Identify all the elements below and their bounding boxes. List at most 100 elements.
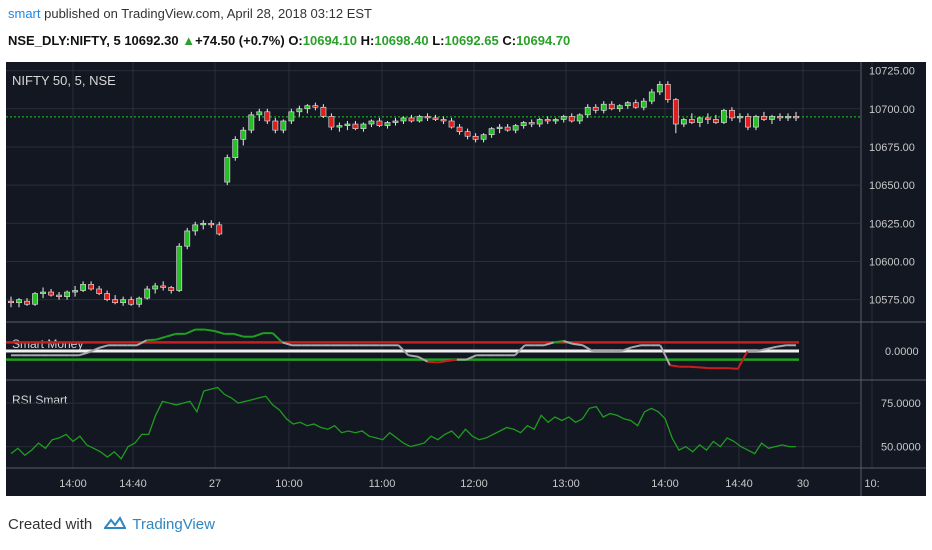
candle-body (672, 99, 679, 125)
candle-body (456, 126, 463, 132)
candle-body (696, 117, 703, 123)
candle-body (536, 119, 543, 125)
candle-body (160, 285, 167, 288)
main-pane-title: NIFTY 50, 5, NSE (12, 73, 116, 88)
time-axis-label: 14:40 (725, 478, 753, 490)
rsi-tick-label: 50.0000 (881, 442, 921, 454)
time-axis-label: 11:00 (369, 478, 396, 490)
candle-body (793, 116, 799, 119)
last-price: 10692.30 (124, 33, 179, 48)
time-axis-label: 10: (864, 478, 879, 490)
candle-body (112, 299, 119, 304)
candle-body (152, 285, 159, 290)
candle-body (48, 291, 54, 296)
smart-money-segment (446, 358, 457, 362)
candle-body (248, 114, 255, 131)
smart-money-segment (631, 344, 642, 349)
open-value: 10694.10 (302, 33, 357, 48)
close-label: C: (502, 33, 517, 48)
candle-body (176, 245, 183, 291)
smart-money-segment (233, 332, 244, 338)
candle-body (368, 120, 375, 125)
smart-money-segment (397, 344, 410, 356)
candle-body (753, 116, 759, 128)
candle-body (40, 291, 46, 294)
smart-money-segment (582, 344, 593, 352)
smart-money-segment (88, 347, 99, 354)
candle-body (240, 129, 247, 140)
candle-body (704, 117, 711, 120)
candle-body (520, 122, 527, 126)
candle-body (440, 119, 447, 122)
price-change: +74.50 (+0.7%) (195, 33, 285, 48)
candle-body (296, 108, 303, 113)
candle-body (640, 100, 647, 108)
price-tick-label: 10675.00 (869, 142, 915, 154)
tradingview-link[interactable]: TradingView (132, 516, 215, 533)
candle-body (72, 290, 78, 293)
smart-money-segment (736, 350, 749, 370)
candle-body (656, 84, 663, 93)
candle-body (352, 123, 359, 129)
smart-money-segment (621, 346, 632, 352)
smart-tick-label: 0.0000 (885, 346, 919, 358)
candle-body (600, 103, 607, 111)
rsi-tick-label: 75.0000 (881, 398, 921, 410)
time-axis-label: 14:00 (651, 478, 679, 490)
candle-body (256, 111, 263, 116)
candle-body (312, 105, 319, 108)
candle-body (424, 116, 431, 119)
candle-body (224, 157, 231, 183)
price-axis-area (861, 62, 926, 496)
candle-body (80, 284, 86, 291)
candle-body (472, 135, 479, 140)
candle-body (544, 119, 551, 122)
smart-money-segment (659, 344, 671, 366)
candle-body (464, 131, 471, 137)
smart-money-segment (252, 332, 264, 338)
price-tick-label: 10700.00 (869, 104, 915, 116)
time-axis-label: 27 (209, 478, 221, 490)
candle-body (168, 287, 175, 291)
candle-body (280, 120, 287, 131)
smart-money-segment (271, 332, 284, 344)
candle-body (216, 224, 223, 235)
candle-body (761, 116, 767, 120)
candle-body (745, 116, 751, 128)
candle-body (480, 134, 487, 140)
candle-body (384, 122, 391, 126)
author-link[interactable]: smart (8, 6, 41, 21)
candle-body (568, 116, 575, 122)
smart-money-segment (553, 340, 564, 344)
quote-line: NSE_DLY:NIFTY, 5 10692.30 ▲+74.50 (+0.7%… (8, 33, 570, 48)
low-value: 10692.65 (444, 33, 499, 48)
smart-money-segment (204, 328, 215, 332)
smart-money-segment (427, 360, 438, 364)
candle-body (608, 103, 615, 110)
smart-money-segment (514, 344, 526, 356)
chart-svg[interactable]: 10725.00 10700.00 10675.00 10650.00 10625.00… (6, 62, 926, 496)
chart-area[interactable]: 10725.00 10700.00 10675.00 10650.00 10625.00… (6, 62, 926, 496)
candle-body (232, 139, 239, 158)
price-tick-label: 10725.00 (869, 66, 915, 78)
high-label: H: (360, 33, 375, 48)
smart-money-segment (214, 330, 225, 335)
candle-body (264, 111, 271, 122)
time-axis-label: 30 (797, 478, 809, 490)
candle-body (128, 299, 135, 305)
candle-body (448, 120, 455, 128)
tradingview-logo-icon[interactable] (103, 516, 128, 534)
time-axis-label: 14:40 (119, 478, 147, 490)
candle-body (208, 223, 215, 226)
candle-body (24, 300, 30, 305)
candle-body (624, 102, 631, 107)
candle-body (8, 300, 14, 304)
smart-money-segment (669, 364, 680, 368)
candle-body (584, 106, 591, 116)
candle-body (376, 120, 383, 126)
candle-body (96, 288, 103, 294)
low-label: L: (432, 33, 445, 48)
smart-money-segment (185, 328, 196, 335)
candle-body (136, 297, 143, 305)
footer: Created with TradingView (8, 516, 215, 534)
